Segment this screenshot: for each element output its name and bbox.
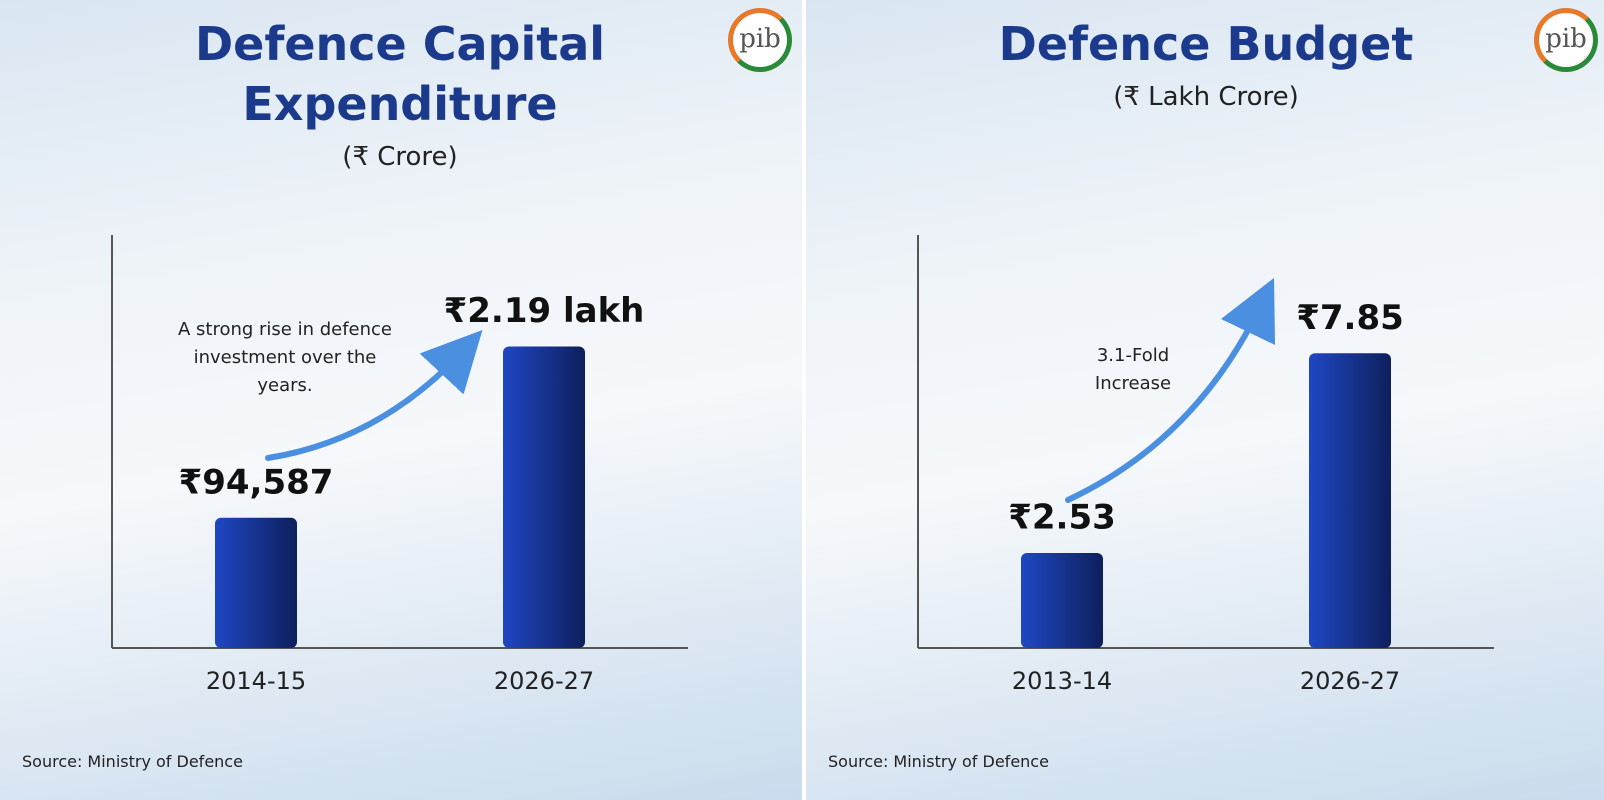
chart-subtitle: (₹ Lakh Crore) bbox=[1113, 82, 1299, 112]
value-label: ₹2.19 lakh bbox=[444, 291, 645, 331]
logo: pib bbox=[728, 8, 792, 72]
value-label: ₹2.53 bbox=[1008, 498, 1116, 538]
x-tick-label: 2014-15 bbox=[206, 667, 306, 695]
x-tick-label: 2013-14 bbox=[1012, 667, 1112, 695]
chart: ₹2.53 2013-14 ₹7.85 2026-27 bbox=[917, 235, 1494, 695]
x-tick-label: 2026-27 bbox=[1300, 667, 1400, 695]
trend-arrow bbox=[1065, 277, 1276, 503]
header: Defence Budget (₹ Lakh Crore) bbox=[976, 14, 1436, 112]
trend-arrow bbox=[265, 330, 483, 461]
source-note: Source: Ministry of Defence bbox=[22, 752, 243, 771]
bar bbox=[1309, 353, 1391, 648]
chart-title: Defence Budget bbox=[998, 17, 1414, 71]
value-label: ₹7.85 bbox=[1296, 298, 1404, 338]
chart-panel: ₹2.53 2013-14 ₹7.85 2026-27 Defence Budget (₹… bbox=[802, 0, 1604, 800]
header: Defence Capital Expenditure (₹ Crore) bbox=[170, 14, 630, 172]
chart: ₹94,587 2014-15 ₹2.19 lakh 2026-27 bbox=[111, 235, 688, 695]
bar bbox=[503, 346, 585, 648]
annotation: A strong rise in defence investment over… bbox=[177, 319, 393, 396]
chart-title: Defence Capital Expenditure bbox=[194, 17, 606, 131]
annotation: 3.1-Fold Increase bbox=[1094, 345, 1172, 394]
value-label: ₹94,587 bbox=[179, 462, 334, 502]
x-tick-label: 2026-27 bbox=[494, 667, 594, 695]
bar bbox=[215, 517, 297, 648]
source-note: Source: Ministry of Defence bbox=[828, 752, 1049, 771]
bar bbox=[1021, 553, 1103, 648]
logo: pib bbox=[1534, 8, 1598, 72]
chart-subtitle: (₹ Crore) bbox=[342, 142, 458, 172]
chart-panel: ₹94,587 2014-15 ₹2.19 lakh 2026-27 Defence C… bbox=[0, 0, 802, 800]
